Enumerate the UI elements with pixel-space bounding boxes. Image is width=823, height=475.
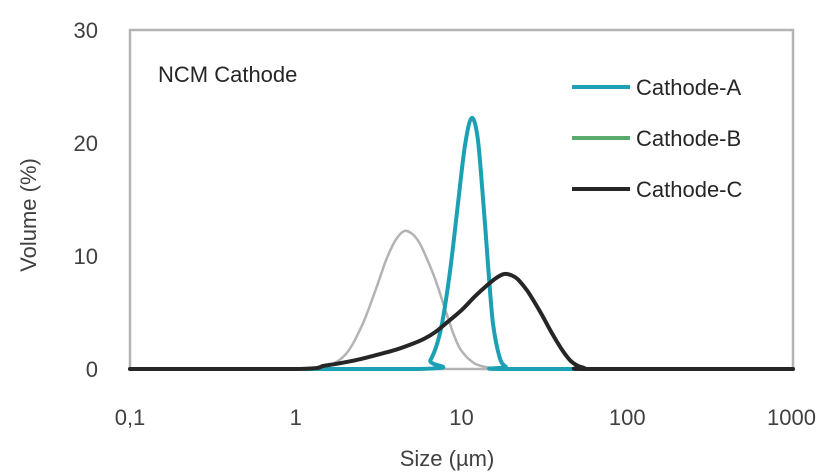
x-axis-ticks: 0,1 1 10 100 1000 [115, 405, 816, 430]
x-tick-label: 0,1 [115, 405, 146, 430]
plot-area-frame [128, 28, 795, 371]
legend: Cathode-A Cathode-B Cathode-C [572, 75, 743, 202]
x-axis-label: Size (µm) [400, 446, 495, 471]
legend-cathode-c-label: Cathode-C [636, 177, 743, 202]
chart-annotation: NCM Cathode [158, 62, 297, 87]
x-tick-label: 10 [449, 405, 473, 430]
y-tick-label: 20 [74, 131, 98, 156]
series-layer [128, 115, 795, 372]
legend-cathode-b-label: Cathode-B [636, 126, 741, 151]
series-line-cathode-a [128, 115, 795, 372]
y-tick-label: 0 [86, 357, 98, 382]
x-tick-label: 100 [609, 405, 646, 430]
series-line-cathode-b [128, 229, 795, 371]
y-tick-label: 30 [74, 18, 98, 43]
x-tick-label: 1 [290, 405, 302, 430]
legend-cathode-a-label: Cathode-A [636, 75, 742, 100]
y-tick-label: 10 [74, 244, 98, 269]
series-line-cathode-c [128, 271, 795, 372]
y-axis-ticks: 0 10 20 30 [74, 18, 98, 382]
y-axis-label: Volume (%) [16, 158, 41, 272]
x-tick-label: 1000 [767, 405, 816, 430]
